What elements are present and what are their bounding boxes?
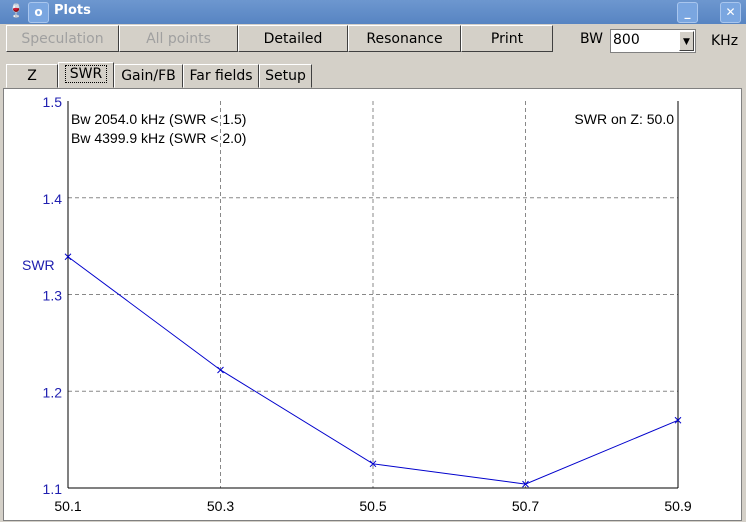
data-point-marker [369,460,377,468]
x-tick-label: 50.1 [54,498,81,514]
y-axis-label: SWR [22,257,55,273]
app-icon: 🍷 [8,4,25,19]
bw-value: 800 [613,32,640,48]
tab-far-fields[interactable]: Far fields [183,64,259,88]
tab-z[interactable]: Z [6,64,58,88]
y-tick-label: 1.5 [43,94,63,110]
window-title: Plots [54,3,91,18]
speculation-button[interactable]: Speculation [6,25,119,52]
x-tick-label: 50.3 [207,498,234,514]
tab-swr[interactable]: SWR [58,62,114,88]
y-tick-label: 1.1 [43,481,63,497]
data-point-marker [522,480,529,488]
menu-icon[interactable]: o [28,2,49,23]
close-button[interactable]: ✕ [720,2,741,23]
y-tick-label: 1.4 [43,191,63,207]
resonance-button[interactable]: Resonance [348,25,461,52]
detailed-button[interactable]: Detailed [238,25,348,52]
x-tick-label: 50.5 [359,498,386,514]
bw-unit: KHz [711,33,739,49]
tab-setup[interactable]: Setup [259,64,312,88]
bandwidth-annotation: Bw 4399.9 kHz (SWR < 2.0) [71,130,246,146]
all-points-button[interactable]: All points [119,25,238,52]
bandwidth-annotation: Bw 2054.0 kHz (SWR < 1.5) [71,111,246,127]
chevron-down-icon[interactable]: ▼ [679,31,694,51]
x-tick-label: 50.9 [664,498,691,514]
x-tick-label: 50.7 [512,498,539,514]
title-bar: 🍷 o Plots _ ✕ [0,0,746,24]
bw-label: BW [580,31,603,47]
y-tick-label: 1.2 [43,384,63,400]
data-point-marker [674,416,682,424]
swr-z-note: SWR on Z: 50.0 [574,111,674,127]
bw-select[interactable]: 800 ▼ [610,29,696,53]
tab-gain-fb[interactable]: Gain/FB [114,64,183,88]
y-tick-label: 1.3 [43,288,63,304]
data-point-marker [64,253,72,261]
data-point-marker [217,366,224,374]
minimize-button[interactable]: _ [677,2,698,23]
print-button[interactable]: Print [461,25,553,52]
